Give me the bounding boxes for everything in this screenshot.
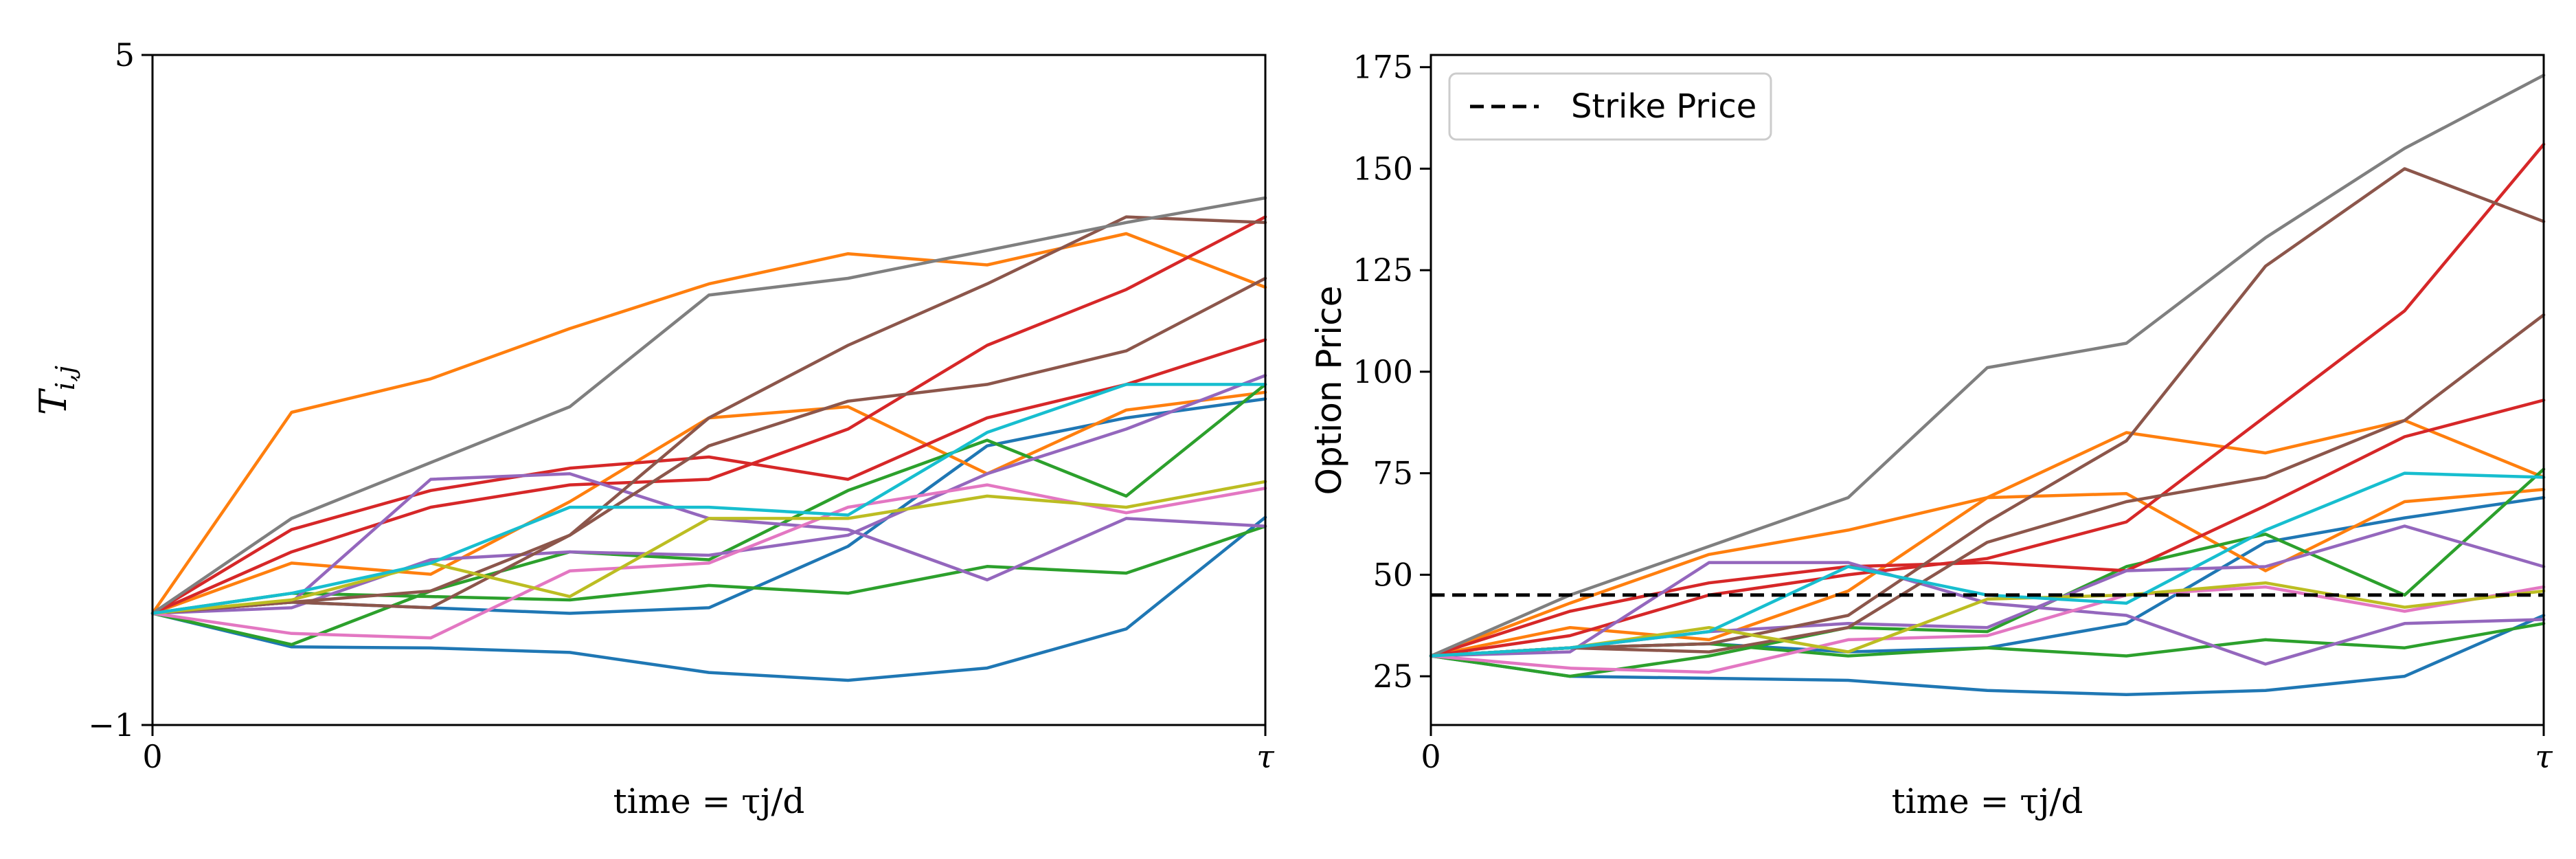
right-y-axis-label: Option Price [1309,286,1349,495]
right-x-tick-label-0: 0 [1421,738,1440,775]
left-series-line-10 [150,276,1267,615]
left-series-group [150,196,1267,682]
legend-box [1448,72,1772,141]
right-y-tick-label-2: 75 [1372,455,1413,492]
right-series-line-0 [1429,614,2546,696]
right-plot-frame [1430,54,2545,726]
left-series-line-7 [150,215,1267,615]
left-y-tick-label-5: 5 [115,36,135,74]
left-series-line-9 [150,374,1267,615]
legend-strike-label: Strike Price [1571,87,1756,126]
left-x-axis-label: time = τj/d [613,781,805,821]
left-x-tick-label-tau: τ [1256,738,1275,775]
right-series-line-10 [1429,313,2546,658]
left-chart-panel: 0 τ 5 −1 time = τj/d Ti,j [32,36,1275,821]
right-series-line-2 [1429,419,2546,658]
left-y-axis-label: Ti,j [32,366,80,415]
left-x-tick-label-0: 0 [142,738,162,775]
right-series-line-12 [1429,585,2546,674]
left-series-line-0 [150,515,1267,682]
left-y-tick-label-minus-1: −1 [88,706,135,744]
right-series-line-11 [1429,167,2546,658]
left-series-line-11 [150,215,1267,615]
right-x-tick-label-tau: τ [2535,738,2553,775]
left-series-line-4 [150,383,1267,647]
right-y-tick-label-3: 100 [1353,353,1413,390]
right-y-tick-label-4: 125 [1353,252,1413,289]
right-series-line-8 [1429,561,2546,666]
legend: Strike Price [1448,72,1772,141]
left-series-line-15 [150,383,1267,615]
right-series-group [1429,74,2546,696]
right-series-line-7 [1429,142,2546,658]
left-series-line-2 [150,232,1267,615]
left-axis-ticks [142,54,1267,736]
left-series-line-13 [150,196,1267,615]
right-y-tick-label-1: 50 [1372,556,1413,593]
right-series-line-3 [1429,488,2546,658]
right-axis-ticks [1420,66,2545,736]
right-y-tick-label-0: 25 [1372,658,1413,695]
left-plot-frame [151,54,1267,726]
right-series-line-6 [1429,399,2546,658]
right-y-tick-label-5: 150 [1353,150,1413,187]
right-series-line-13 [1429,74,2546,658]
left-series-line-5 [150,524,1267,615]
right-chart-panel: 0 τ time = τj/d Option Price Strike Pric… [1309,49,2553,821]
left-series-line-6 [150,338,1267,615]
right-x-axis-label: time = τj/d [1892,781,2083,821]
right-y-tick-label-6: 175 [1353,49,1413,86]
left-series-line-14 [150,480,1267,615]
left-series-line-3 [150,390,1267,615]
